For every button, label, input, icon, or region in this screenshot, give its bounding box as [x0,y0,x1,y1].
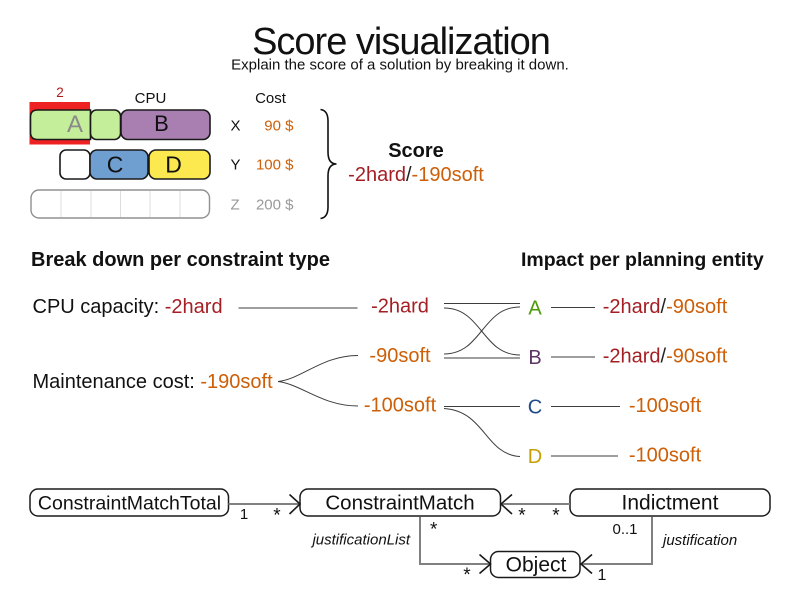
svg-text:D: D [165,152,182,178]
svg-text:0..1: 0..1 [612,521,637,538]
svg-text:-100soft: -100soft [629,395,702,417]
svg-text:A: A [528,298,542,320]
svg-text:-100soft: -100soft [364,395,437,417]
svg-text:*: * [430,520,438,541]
svg-text:Indictment: Indictment [622,492,719,515]
svg-text:Z: Z [231,197,240,214]
svg-text:-2hard/-90soft: -2hard/-90soft [603,296,728,318]
svg-text:Score visualization: Score visualization [252,21,550,63]
svg-text:Score: Score [388,140,444,162]
svg-text:Explain the score of a solutio: Explain the score of a solution by break… [231,57,569,74]
svg-text:C: C [107,152,124,178]
svg-text:*: * [463,565,471,586]
svg-text:Impact per planning entity: Impact per planning entity [521,249,764,271]
svg-text:justificationList: justificationList [310,532,410,549]
svg-text:justification: justification [661,532,737,549]
svg-text:Cost: Cost [255,90,287,107]
svg-text:A: A [67,111,83,138]
svg-text:Maintenance cost: -190soft: Maintenance cost: -190soft [33,371,274,393]
svg-text:Object: Object [506,554,567,577]
svg-text:2: 2 [56,85,64,100]
svg-text:-100soft: -100soft [629,445,702,467]
svg-text:CPU: CPU [135,90,167,107]
svg-text:B: B [528,347,541,369]
svg-text:CPU capacity: -2hard: CPU capacity: -2hard [33,296,223,318]
svg-text:*: * [273,506,281,527]
svg-text:X: X [231,118,241,135]
svg-text:ConstraintMatchTotal: ConstraintMatchTotal [38,493,221,515]
svg-text:Y: Y [231,157,241,174]
svg-text:-2hard/-190soft: -2hard/-190soft [348,164,484,186]
svg-text:*: * [518,506,526,527]
svg-text:-90soft: -90soft [369,345,431,367]
svg-text:D: D [528,446,542,468]
svg-text:-2hard: -2hard [371,296,429,318]
svg-text:-2hard/-90soft: -2hard/-90soft [603,346,728,368]
svg-text:90 $: 90 $ [264,118,294,135]
svg-text:B: B [154,111,169,136]
svg-text:ConstraintMatch: ConstraintMatch [325,492,474,515]
svg-text:1: 1 [598,567,607,584]
svg-text:1: 1 [240,506,248,523]
svg-text:C: C [528,397,542,419]
svg-text:100 $: 100 $ [256,157,294,174]
svg-text:Break down per constraint type: Break down per constraint type [31,249,330,271]
svg-text:200 $: 200 $ [256,197,294,214]
svg-text:*: * [552,506,560,527]
